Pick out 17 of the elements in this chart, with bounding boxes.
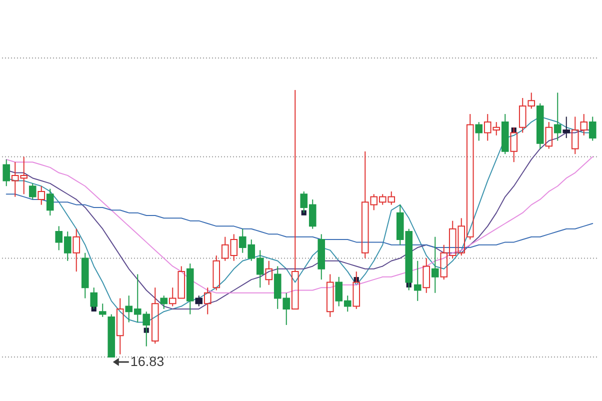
candlestick xyxy=(422,258,430,294)
candlestick xyxy=(562,116,570,139)
candlestick xyxy=(265,260,273,286)
candlestick xyxy=(554,92,562,142)
annotation: 16.83 xyxy=(130,354,164,369)
candlestick xyxy=(186,263,194,315)
candlestick xyxy=(160,295,168,310)
candlestick xyxy=(38,186,46,206)
candlestick xyxy=(326,274,334,318)
candlestick xyxy=(414,260,422,302)
candlestick xyxy=(195,295,203,307)
candlestick xyxy=(72,228,80,272)
candlestick xyxy=(116,298,124,355)
candlestick xyxy=(212,255,220,291)
candlestick xyxy=(318,234,326,280)
candlestick xyxy=(204,287,212,315)
candlestick xyxy=(431,236,439,294)
